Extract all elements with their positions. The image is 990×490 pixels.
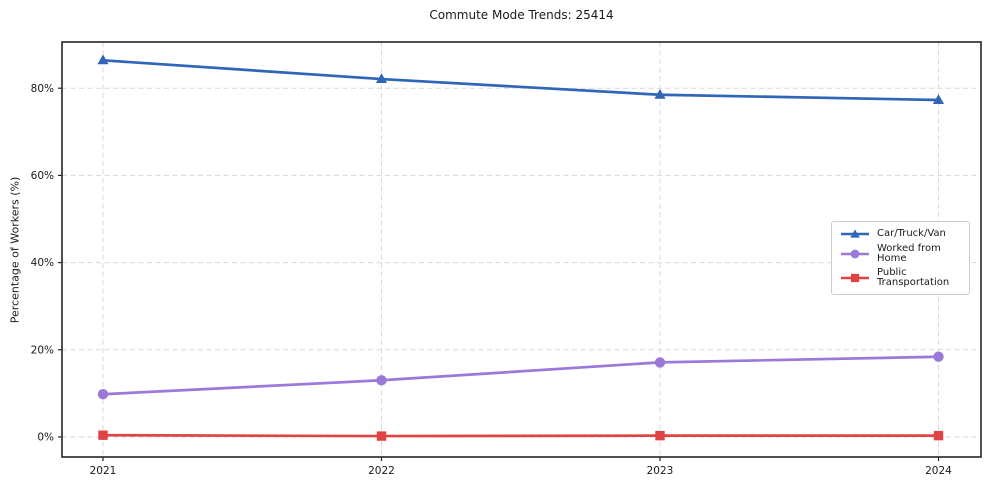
x-tick-label: 2022 (368, 465, 395, 477)
y-tick-label: 60% (31, 170, 54, 182)
x-tick-label: 2023 (647, 465, 674, 477)
legend: Car/Truck/Van Worked from Home Public Tran… (831, 221, 970, 295)
series-line-car-truck-van (101, 58, 940, 102)
legend-marker-public-transportation (841, 273, 869, 283)
series-line-worked-from-home (101, 355, 940, 396)
legend-label: Public Transportation (877, 267, 950, 288)
y-tick-label: 40% (31, 257, 54, 269)
marker-worked-from-home (654, 357, 666, 368)
legend-triangle-icon (850, 229, 860, 238)
legend-square-icon (850, 273, 860, 283)
y-tick-label: 0% (37, 432, 54, 444)
series-line-public-transportation (101, 433, 940, 438)
marker-car-truck-van (97, 54, 109, 65)
legend-label: Car/Truck/Van (877, 228, 946, 239)
legend-item-worked-from-home: Worked from Home (840, 244, 961, 264)
marker-worked-from-home (97, 389, 109, 400)
legend-marker-car-truck-van (841, 229, 869, 238)
legend-marker-worked-from-home (841, 249, 869, 259)
legend-circle-icon (850, 249, 860, 259)
legend-item-car-truck-van: Car/Truck/Van (840, 228, 961, 240)
y-tick-label: 20% (31, 344, 54, 356)
y-tick-label: 80% (31, 83, 54, 95)
legend-item-public-transportation: Public Transportation (840, 268, 961, 288)
marker-public-transportation (655, 430, 665, 441)
chart-title: Commute Mode Trends: 25414 (429, 8, 614, 22)
marker-worked-from-home (933, 351, 944, 362)
marker-public-transportation (376, 431, 387, 441)
legend-label: Worked from Home (877, 243, 941, 264)
marker-car-truck-van (932, 94, 945, 104)
marker-public-transportation (98, 430, 108, 440)
marker-worked-from-home (376, 375, 387, 386)
marker-car-truck-van (654, 88, 666, 99)
plot-border (61, 41, 982, 458)
x-tick-label: 2021 (90, 465, 117, 477)
x-tick-label: 2024 (925, 465, 952, 477)
marker-public-transportation (933, 430, 944, 441)
marker-car-truck-van (375, 73, 388, 84)
